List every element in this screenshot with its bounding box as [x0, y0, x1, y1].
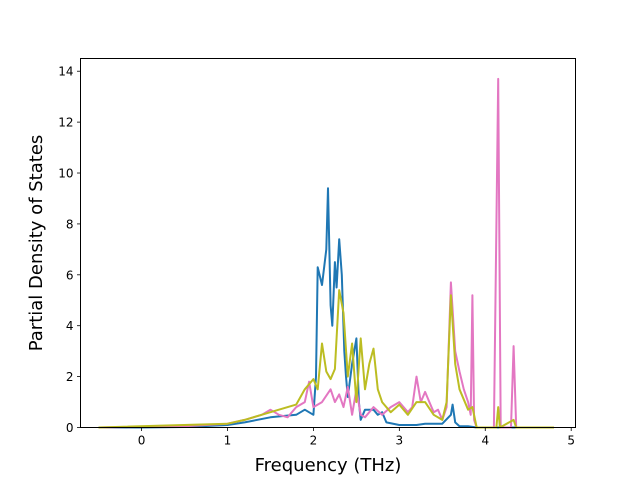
- y-tick-label: 6: [66, 268, 74, 282]
- y-tick-label: 8: [66, 217, 74, 231]
- y-tick-label: 10: [58, 167, 73, 181]
- y-axis-label: Partial Density of States: [26, 135, 47, 352]
- y-tick-label: 12: [58, 116, 73, 130]
- y-tick-label: 14: [58, 65, 73, 79]
- series-line-0: [98, 187, 554, 429]
- y-tick-label: 0: [66, 421, 74, 435]
- series-layer: [98, 77, 554, 429]
- x-tick-label: 2: [310, 434, 318, 448]
- y-tick-label: 4: [66, 319, 74, 333]
- y-tick-label: 2: [66, 370, 74, 384]
- x-axis-label: Frequency (THz): [255, 455, 402, 476]
- x-tick-label: 0: [138, 434, 146, 448]
- x-tick-label: 3: [396, 434, 404, 448]
- series-line-2: [98, 289, 554, 429]
- x-tick-label: 4: [481, 434, 489, 448]
- x-tick-label: 5: [567, 434, 575, 448]
- x-axis: 0 1 2 3 4 5: [138, 427, 575, 448]
- plot-frame: [80, 58, 576, 428]
- series-line-1: [98, 77, 554, 429]
- y-axis: 0 2 4 6 8 10 12 14: [58, 65, 81, 435]
- x-tick-label: 1: [224, 434, 232, 448]
